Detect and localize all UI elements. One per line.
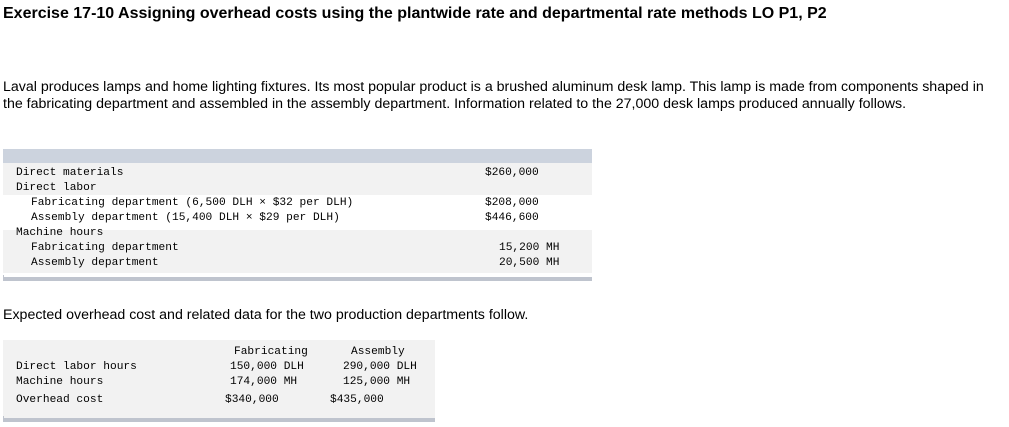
exercise-title: Exercise 17-10 Assigning overhead costs …: [3, 5, 827, 22]
intro-paragraph: Laval produces lamps and home lighting f…: [3, 79, 984, 112]
overhead-asm-value: $435,000: [330, 394, 384, 406]
mh-asm-value: 125,000 MH: [343, 376, 411, 388]
fab-mh-value: 15,200 MH: [499, 242, 560, 254]
table-bottom-tick: [3, 275, 4, 281]
asm-labor-value: $446,600: [485, 212, 539, 224]
direct-materials-value: $260,000: [485, 167, 539, 179]
asm-labor-label: Assembly department (15,400 DLH × $29 pe…: [31, 212, 340, 224]
machine-hours-label: Machine hours: [16, 227, 104, 239]
asm-mh-label: Assembly department: [31, 257, 159, 269]
dlh-fab-value: 150,000 DLH: [230, 361, 304, 373]
overhead-fab-value: $340,000: [225, 394, 279, 406]
col-header-fabricating: Fabricating: [234, 346, 308, 358]
col-header-assembly: Assembly: [351, 346, 405, 358]
dlh-label: Direct labor hours: [16, 361, 137, 373]
direct-labor-label: Direct labor: [16, 182, 97, 194]
mh-label: Machine hours: [16, 376, 104, 388]
row-band: [3, 163, 592, 195]
table-bottom-tick: [3, 416, 4, 422]
row-band: [3, 230, 592, 273]
overhead-label: Overhead cost: [16, 394, 104, 406]
fab-mh-label: Fabricating department: [31, 242, 179, 254]
overhead-data-table: Fabricating Assembly Direct labor hours …: [3, 340, 435, 425]
fab-labor-label: Fabricating department (6,500 DLH × $32 …: [31, 197, 354, 209]
direct-materials-label: Direct materials: [16, 167, 124, 179]
mh-fab-value: 174,000 MH: [230, 376, 298, 388]
table-bottom-rule: [3, 277, 592, 281]
table-bottom-rule: [3, 418, 435, 422]
overhead-intro-paragraph: Expected overhead cost and related data …: [3, 307, 529, 323]
row-band: [3, 195, 592, 230]
table-background: [3, 340, 435, 418]
fab-labor-value: $208,000: [485, 197, 539, 209]
table-header-bar: [3, 149, 592, 163]
dlh-asm-value: 290,000 DLH: [343, 361, 417, 373]
production-data-table: Direct materials $260,000 Direct labor F…: [3, 149, 592, 281]
asm-mh-value: 20,500 MH: [499, 257, 560, 269]
